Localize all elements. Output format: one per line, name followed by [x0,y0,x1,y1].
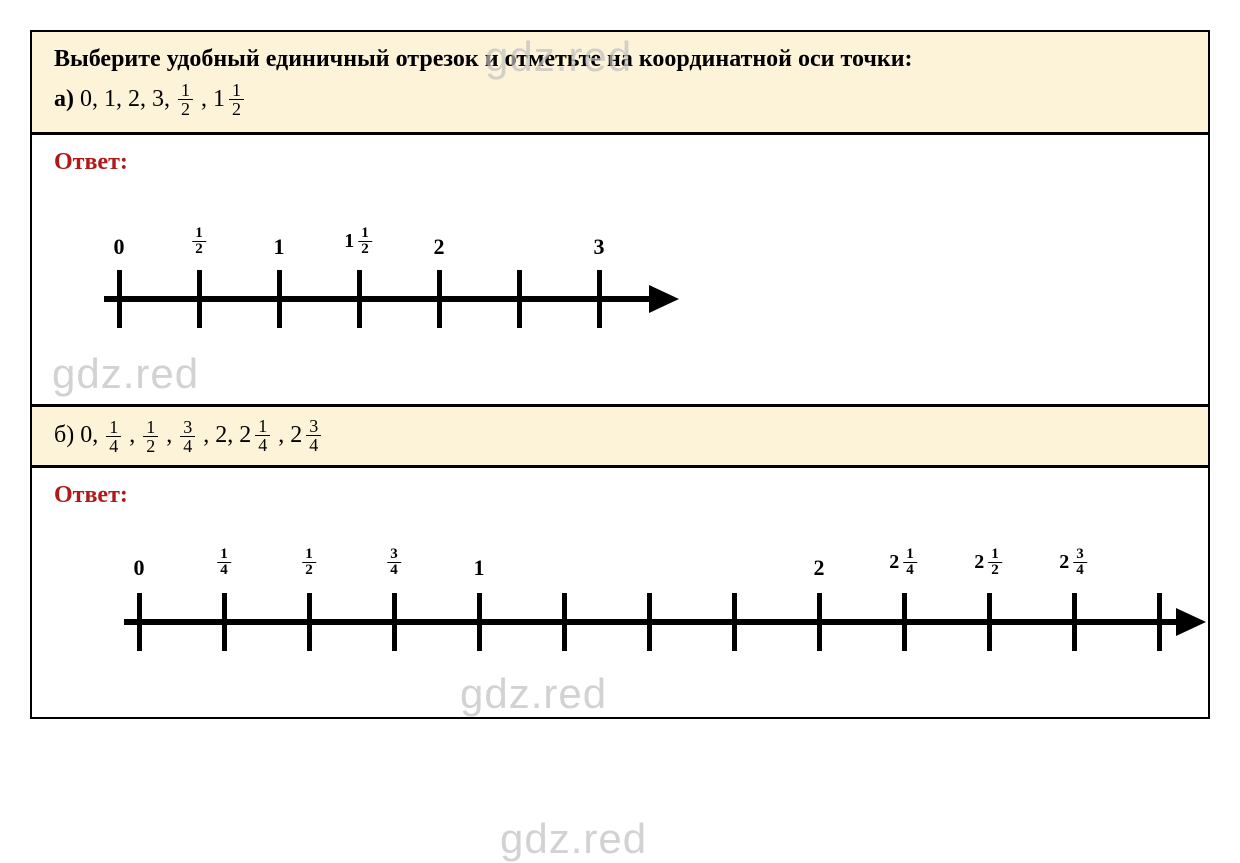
tick-mark [987,593,992,651]
tick-mark [647,593,652,651]
tick-mark [307,593,312,651]
number-line-b: 014123412214212234 [54,519,1186,699]
tick-mark [477,593,482,651]
tick-label: 12 [190,226,208,257]
tick-label: 112 [344,226,374,257]
answer-box-a: Ответ: 0 12 1 112 2 3 [32,135,1208,404]
part-a-mixed1: 1 1 2 [213,81,246,118]
tick-mark [117,270,122,328]
tick-label: 12 [300,547,318,578]
part-b-label: б) [54,422,74,449]
question-box-a: Выберите удобный единичный отрезок и отм… [32,32,1208,135]
question-title: Выберите удобный единичный отрезок и отм… [54,46,1186,73]
tick-label: 2 [814,555,825,581]
part-a-prompt: а) 0, 1, 2, 3, 1 2 , 1 1 2 [54,81,1186,118]
tick-label: 1 [474,555,485,581]
tick-mark [137,593,142,651]
tick-label: 0 [114,234,125,260]
part-a-label: а) [54,86,74,113]
tick-mark [277,270,282,328]
worksheet-container: Выберите удобный единичный отрезок и отм… [30,30,1210,719]
arrowhead-icon [1176,608,1206,636]
tick-label: 2 [434,234,445,260]
answer-label-b: Ответ: [54,482,1186,509]
tick-mark [562,593,567,651]
part-b-lead: 0, [80,422,98,449]
tick-label: 3 [594,234,605,260]
answer-label-a: Ответ: [54,149,1186,176]
tick-mark [732,593,737,651]
part-a-frac1: 1 2 [178,81,193,118]
tick-label: 14 [215,547,233,578]
tick-mark [517,270,522,328]
part-b-items: 14 , 12 , 34 , 2, 214 , 234 [104,417,323,455]
tick-mark [1157,593,1162,651]
question-box-b: б) 0, 14 , 12 , 34 , 2, 214 , 234 [32,404,1208,468]
tick-mark [392,593,397,651]
part-a-values: 0, 1, 2, 3, [80,86,170,113]
tick-label: 0 [134,555,145,581]
tick-label: 34 [385,547,403,578]
axis-line [104,296,654,302]
fraction: 14 [106,418,121,455]
mixed-number: 214 [239,417,272,454]
watermark: gdz.red [500,815,647,863]
tick-label: 1 [274,234,285,260]
tick-label: 234 [1059,547,1089,578]
tick-label: 214 [889,547,919,578]
tick-mark [197,270,202,328]
answer-box-b: Ответ: 014123412214212234 [32,468,1208,717]
tick-mark [597,270,602,328]
mixed-number: 234 [290,417,323,454]
tick-mark [902,593,907,651]
fraction: 12 [143,418,158,455]
fraction: 34 [180,418,195,455]
tick-mark [222,593,227,651]
tick-mark [817,593,822,651]
part-a-sep1: , [201,86,207,113]
axis-line [124,619,1184,625]
tick-mark [1072,593,1077,651]
tick-mark [437,270,442,328]
number-line-a: 0 12 1 112 2 3 [54,186,1186,386]
tick-label: 212 [974,547,1004,578]
tick-mark [357,270,362,328]
arrowhead-icon [649,285,679,313]
